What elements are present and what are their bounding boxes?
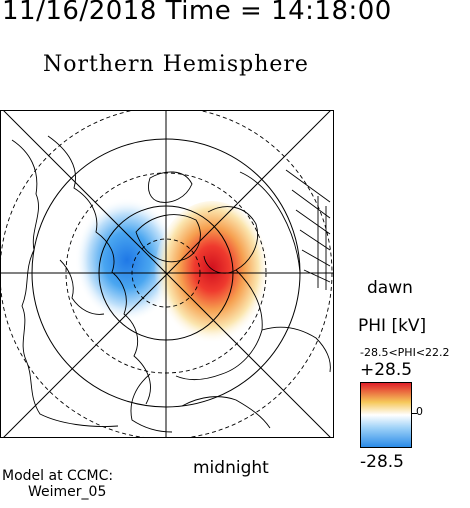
- header-timestamp: 11/16/2018 Time = 14:18:00: [2, 0, 392, 26]
- page-title: Northern Hemisphere: [43, 52, 309, 77]
- positive-potential-cell: [154, 201, 270, 351]
- header-time: Time = 14:18:00: [165, 0, 392, 26]
- model-credit: Model at CCMC:: [2, 468, 114, 484]
- colorbar: [360, 382, 412, 448]
- colorbar-mid-label: 0: [416, 405, 423, 418]
- colorbar-min-label: -28.5: [360, 452, 404, 472]
- colorbar-max-label: +28.5: [360, 360, 413, 380]
- polar-map: [0, 110, 334, 438]
- colorbar-title: PHI [kV]: [358, 316, 427, 336]
- coastlines: [11, 135, 331, 433]
- colorbar-zero-tick: [412, 413, 417, 414]
- midnight-label: midnight: [193, 458, 269, 478]
- meridian-grid: [0, 110, 334, 438]
- colorbar-range: -28.5<PHI<22.2: [360, 346, 450, 359]
- header-date: 11/16/2018: [2, 0, 157, 26]
- model-name: Weimer_05: [28, 484, 107, 500]
- dawn-label: dawn: [367, 278, 413, 298]
